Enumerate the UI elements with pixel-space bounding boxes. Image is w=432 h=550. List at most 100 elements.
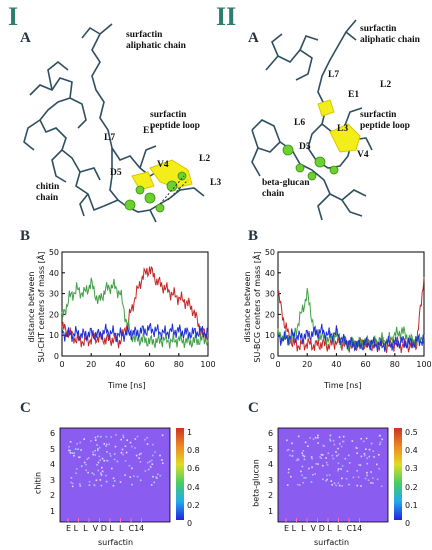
ytick-label: 40: [265, 269, 275, 278]
heatmap-cell: [105, 435, 108, 438]
heatmap-cell: [328, 474, 331, 476]
heatmap-cell: [129, 476, 132, 478]
heatmap-cell: [372, 482, 374, 484]
cbar-tick: 0: [187, 519, 193, 529]
heatmap-cell: [365, 448, 367, 450]
cbar-tick: 0.6: [187, 464, 200, 474]
heatmap-cell: [325, 480, 327, 482]
ylabel-line-2: SU-CHT centers of mass [Å]: [37, 251, 46, 363]
ytick-label: 10: [265, 331, 275, 340]
label-line-1: surfactin: [126, 30, 163, 40]
heatmap-cell: [301, 474, 303, 477]
heatmap-cell: [325, 457, 327, 459]
cbar-tick: 0.5: [405, 428, 418, 437]
heatmap-xticks-right: E L L V D L L C14: [284, 524, 363, 533]
heatmap-cell: [90, 440, 92, 442]
colorbar-right: [394, 428, 402, 520]
heatmap-cell: [309, 437, 311, 439]
residue-label-e1-right: E1: [348, 90, 360, 100]
heatmap-cell: [162, 462, 164, 465]
ytick-label: 10: [49, 331, 59, 340]
ytick-label: 0: [54, 352, 59, 361]
heatmap-cell: [319, 456, 321, 458]
heatmap-cell: [317, 442, 319, 444]
heatmap-cell: [122, 436, 125, 439]
heatmap-cell: [76, 443, 78, 445]
heatmap-cell: [315, 463, 317, 465]
heatmap-cell: [155, 476, 157, 479]
heatmap-cell: [364, 477, 367, 480]
xtick-label: 80: [390, 360, 400, 369]
heatmap-cell: [310, 481, 313, 483]
heatmap-cell: [346, 470, 349, 473]
heatmap-cell: [331, 484, 333, 486]
heatmap-cell: [88, 484, 91, 486]
heatmap-cell: [295, 459, 298, 462]
heatmap-cell: [70, 481, 72, 484]
heatmap-cell: [379, 441, 382, 444]
heatmap-cell: [326, 474, 328, 477]
heatmap-cell: [100, 474, 103, 476]
heatmap-cell: [71, 452, 74, 454]
heatmap-cell: [329, 439, 332, 442]
heatmap-cell: [136, 475, 139, 478]
heatmap-cell: [302, 450, 305, 452]
heatmap-xticks-left: E L L V D L L C14: [66, 524, 145, 533]
residue-label-l3-right: L3: [337, 124, 349, 134]
cbar-tick: 0.4: [405, 446, 418, 456]
heatmap-cell: [378, 454, 380, 456]
heatmap-cell: [97, 435, 99, 438]
heatmap-cell: [131, 483, 133, 486]
ytick: 2: [50, 491, 56, 501]
heatmap-cell: [312, 473, 314, 476]
heatmap-cell: [149, 465, 152, 468]
heatmap-cell: [106, 451, 108, 453]
heatmap-cell: [289, 454, 291, 457]
panel-label-b-right: B: [248, 228, 259, 244]
ytick-label: 20: [49, 310, 59, 319]
heatmap-cell: [152, 454, 154, 457]
heatmap-cell: [291, 442, 293, 445]
heatmap-cell: [77, 448, 79, 450]
heatmap-cell: [320, 453, 323, 456]
heatmap-cell: [300, 470, 302, 473]
heatmap-cell: [97, 448, 99, 450]
heatmap-cell: [97, 461, 100, 464]
series-line: [277, 288, 425, 351]
label-line-2: chain: [262, 189, 285, 199]
ylabel-text: chitin: [33, 471, 43, 495]
heatmap-cell: [75, 468, 78, 470]
heatmap-cell: [131, 467, 133, 470]
ytick: 6: [268, 429, 274, 438]
heatmap-cell: [356, 484, 359, 487]
colorbar-ticks-left: 1 0.8 0.6 0.4 0.2 0: [187, 424, 200, 533]
ylabel-text: beta-glucan: [251, 459, 261, 507]
heatmap-cell: [329, 438, 331, 441]
ytick-label: 50: [265, 248, 275, 257]
heatmap-cell: [99, 459, 101, 461]
heatmap-cell: [87, 471, 89, 474]
heatmap-cell: [364, 454, 366, 457]
heatmap-cell: [326, 478, 328, 481]
heatmap-cell: [370, 442, 373, 445]
heatmap-cell: [122, 453, 124, 456]
heatmap-cell: [146, 461, 149, 464]
heatmap-cell: [337, 469, 339, 472]
residue-label-d5-right: D5: [299, 142, 311, 152]
heatmap-cell: [321, 454, 324, 456]
heatmap-cell: [365, 437, 368, 440]
xtick-label: 60: [361, 360, 371, 369]
heatmap-cell: [135, 454, 138, 457]
heatmap-cell: [372, 450, 374, 452]
heatmap-cell: [68, 449, 70, 452]
heatmap-cell: [322, 478, 324, 481]
heatmap-cell: [124, 445, 127, 447]
heatmap-cell: [337, 447, 339, 450]
heatmap-cell: [94, 449, 96, 452]
heatmap-cell: [372, 477, 374, 479]
heatmap-cell: [325, 461, 328, 464]
heatmap-cell: [98, 446, 101, 449]
heatmap-cell: [105, 459, 108, 462]
heatmap-cell: [125, 451, 128, 454]
